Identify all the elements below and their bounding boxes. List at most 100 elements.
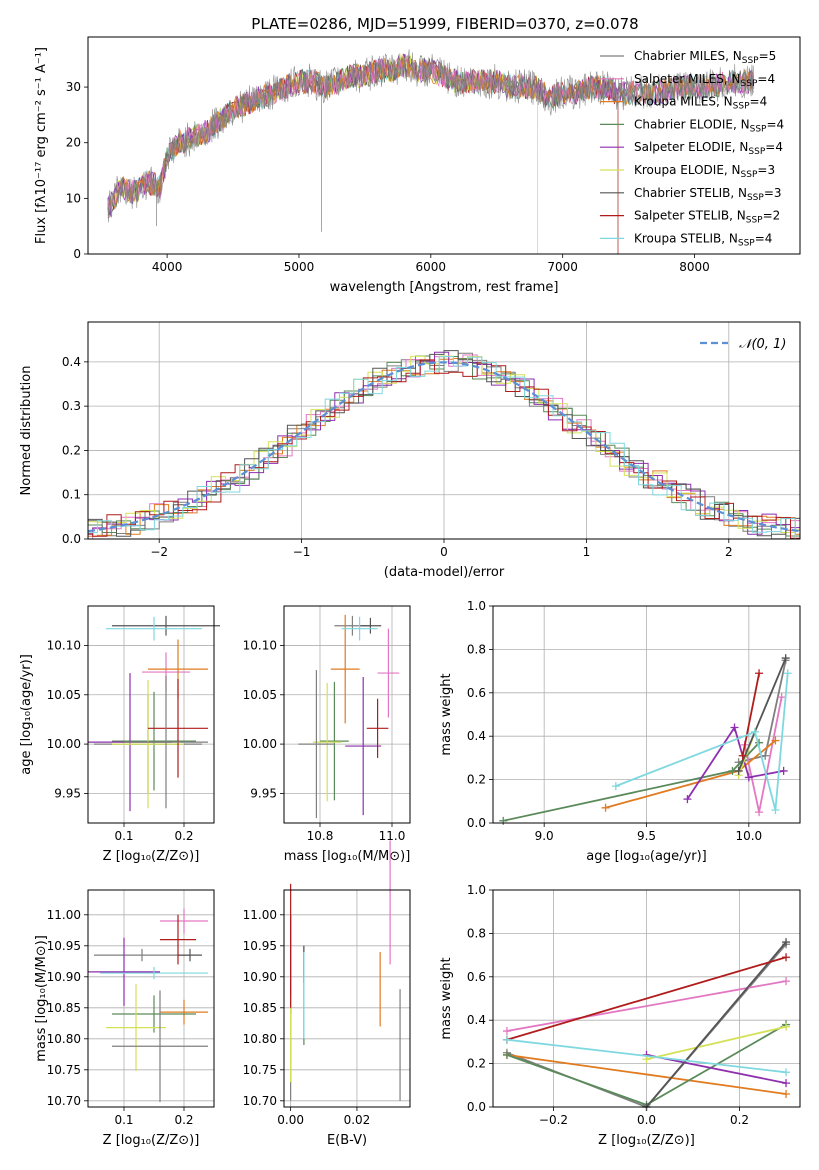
plot-area <box>107 49 755 255</box>
x-tick-label: 9.0 <box>535 829 554 843</box>
mass-weight-series-line <box>615 673 789 811</box>
x-tick-label: 0.02 <box>344 1113 371 1127</box>
x-tick-label: −1 <box>293 545 311 559</box>
grid-lines <box>284 606 410 823</box>
plot-area <box>290 840 401 1101</box>
x-axis-label: (data-model)/error <box>384 565 505 580</box>
y-tick-label: 10.75 <box>243 1063 277 1077</box>
x-tick-label: 7000 <box>547 260 578 274</box>
mass-weight-series-line <box>741 673 760 756</box>
legend-subscript: SSP <box>741 79 758 89</box>
mass-weight-series-line <box>506 1054 787 1095</box>
y-tick-label: 0.0 <box>62 532 81 546</box>
mass-weight-marker <box>744 773 753 782</box>
mass-weight-vs-age-panel: 9.0 9.5 10.0 0.0 0.2 0.4 0.6 0.8 1.0 age [log₁₀(a… <box>439 599 801 864</box>
mass-weight-series-line <box>503 742 760 822</box>
y-tick-label: 0 <box>73 247 81 261</box>
y-tick-label: 10.90 <box>47 970 81 984</box>
legend-label: Kroupa ELODIE, NSSP=3 <box>634 163 775 180</box>
y-tick-label: 10.85 <box>243 1001 277 1015</box>
mass-weight-series-line <box>506 1038 787 1074</box>
legend-label: Chabrier STELIB, NSSP=3 <box>634 186 782 203</box>
x-tick-label: 0 <box>440 545 448 559</box>
histogram-salpeter-stelib <box>88 359 800 539</box>
mass-weight-marker <box>779 766 788 775</box>
y-tick-label: 9.95 <box>54 786 81 800</box>
plot-area <box>87 350 801 540</box>
legend-count: =4 <box>765 140 783 154</box>
axes-frame <box>87 889 215 1108</box>
legend-count: =4 <box>757 72 775 86</box>
y-tick-label: 11.00 <box>243 908 277 922</box>
mass-weight-marker <box>683 795 692 804</box>
axes-frame <box>492 889 801 1108</box>
legend-subscript: SSP <box>738 238 755 248</box>
legend-count: =4 <box>750 95 768 109</box>
x-axis-label: Z [log₁₀(Z/Z⊙)] <box>598 1133 695 1148</box>
y-tick-label: 10.70 <box>243 1094 277 1108</box>
legend-subscript: SSP <box>748 147 765 157</box>
legend-count: =4 <box>755 231 773 245</box>
y-tick-label: 0.6 <box>467 970 486 984</box>
mass-weight-marker <box>777 693 786 702</box>
mass-weight-marker <box>782 1068 791 1077</box>
y-tick-label: 10.75 <box>47 1063 81 1077</box>
x-tick-label: 2 <box>725 545 733 559</box>
legend-count: =4 <box>766 117 784 131</box>
y-axis-label: Flux [fλ10⁻¹⁷ erg cm⁻² s⁻¹ A⁻¹] <box>34 47 49 244</box>
y-tick-label: 10.95 <box>243 939 277 953</box>
mass-weight-series-line <box>605 739 776 809</box>
x-tick-label: 0.2 <box>174 1113 193 1127</box>
y-tick-label: 0.4 <box>62 355 81 369</box>
figure-title: PLATE=0286, MJD=51999, FIBERID=0370, z=0… <box>251 15 638 33</box>
residual-histogram-panel: −2 −1 0 1 2 0.0 0.1 0.2 0.3 0.4 (data-model)/error… <box>19 321 801 580</box>
x-tick-label: 0.00 <box>277 1113 304 1127</box>
mass-weight-marker <box>771 805 780 814</box>
y-tick-label: 0.0 <box>467 1100 486 1114</box>
mass-weight-vs-metallicity-panel: −0.2 0.0 0.2 0.0 0.2 0.4 0.6 0.8 1.0 Z [log₁₀(Z/Z… <box>439 883 801 1148</box>
y-tick-label: 1.0 <box>467 883 486 897</box>
grid-lines <box>284 890 410 1107</box>
y-tick-label: 20 <box>66 136 81 150</box>
mass-weight-marker <box>782 953 791 962</box>
legend-label: Kroupa STELIB, NSSP=4 <box>634 231 772 248</box>
legend-count: =3 <box>757 163 775 177</box>
grid-lines <box>88 606 214 823</box>
axes-frame <box>492 605 801 824</box>
legend-subscript: SSP <box>747 193 764 203</box>
y-axis-label: mass [log₁₀(M/M⊙)] <box>34 935 49 1062</box>
y-tick-label: 10.10 <box>47 638 81 652</box>
legend-subscript: SSP <box>746 216 763 226</box>
axes-frame <box>87 36 801 255</box>
grid-lines <box>88 890 214 1107</box>
mass-weight-marker <box>782 1089 791 1098</box>
normal-reference-curve <box>87 361 801 533</box>
y-axis-label: age [log₁₀(age/yr)] <box>19 654 34 775</box>
x-axis-label: Z [log₁₀(Z/Z⊙)] <box>103 1133 200 1148</box>
mass-weight-series-line <box>506 980 787 1032</box>
legend-subscript: SSP <box>741 170 758 180</box>
age-vs-metallicity-panel: 0.1 0.2 9.95 10.00 10.05 10.10 Z [log₁₀(Z/Z⊙)]… <box>19 605 220 864</box>
legend-label: Kroupa MILES, NSSP=4 <box>634 95 767 112</box>
y-tick-label: 0.6 <box>467 686 486 700</box>
mass-weight-marker <box>601 803 610 812</box>
x-tick-label: −2 <box>150 545 168 559</box>
mass-weight-marker <box>783 669 792 678</box>
x-tick-label: −0.2 <box>539 1113 568 1127</box>
mass-weight-series-line <box>645 941 787 1108</box>
histogram-kroupa-stelib <box>88 356 800 540</box>
x-tick-label: 6000 <box>416 260 447 274</box>
y-tick-label: 10.95 <box>47 939 81 953</box>
x-tick-label: 9.5 <box>637 829 656 843</box>
legend-label: Chabrier MILES, NSSP=5 <box>634 49 776 66</box>
mass-weight-marker <box>761 751 770 760</box>
axes-frame <box>87 321 801 540</box>
mass-weight-marker <box>781 654 790 663</box>
x-tick-label: 10.0 <box>735 829 762 843</box>
x-tick-label: 0.2 <box>730 1113 749 1127</box>
legend-subscript: SSP <box>750 124 767 134</box>
mass-weight-marker <box>782 1022 791 1031</box>
y-tick-label: 10.80 <box>243 1032 277 1046</box>
x-axis-label: E(B-V) <box>327 1133 367 1148</box>
y-tick-label: 10.00 <box>47 737 81 751</box>
